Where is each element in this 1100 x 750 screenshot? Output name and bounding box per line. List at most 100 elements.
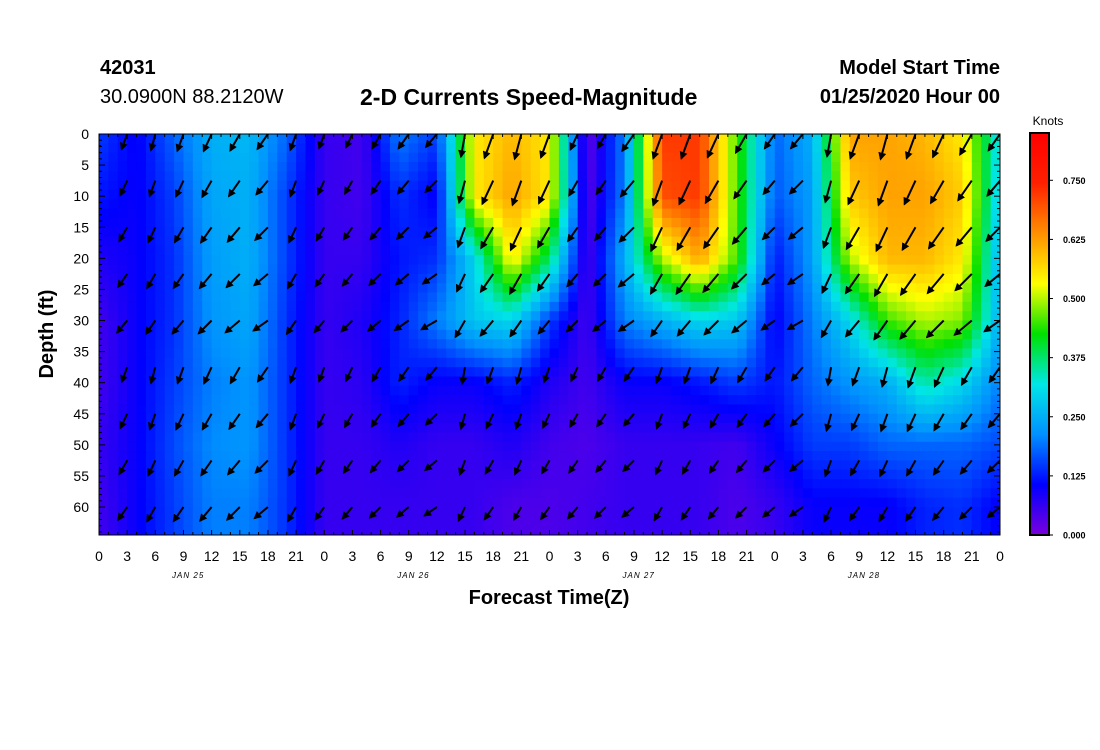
- heatmap-cell: [427, 479, 438, 489]
- heatmap-cell: [605, 217, 616, 228]
- heatmap-cell: [727, 507, 738, 517]
- heatmap-cell: [718, 413, 729, 424]
- heatmap-cell: [849, 441, 860, 452]
- heatmap-cell: [211, 357, 222, 368]
- heatmap-cell: [774, 413, 785, 424]
- heatmap-cell: [962, 385, 973, 396]
- heatmap-cell: [596, 348, 607, 359]
- heatmap-cell: [906, 357, 917, 368]
- heatmap-cell: [408, 236, 419, 247]
- heatmap-cell: [587, 255, 598, 266]
- heatmap-cell: [943, 329, 954, 340]
- heatmap-cell: [221, 404, 231, 415]
- heatmap-cell: [765, 255, 776, 266]
- heatmap-cell: [549, 525, 560, 535]
- heatmap-cell: [643, 507, 654, 517]
- heatmap-cell: [652, 180, 663, 191]
- heatmap-cell: [136, 217, 147, 228]
- heatmap-cell: [258, 152, 269, 163]
- heatmap-cell: [361, 245, 372, 256]
- heatmap-cell: [887, 199, 898, 210]
- heatmap-cell: [221, 395, 231, 406]
- heatmap-cell: [455, 143, 466, 154]
- heatmap-cell: [652, 273, 663, 284]
- heatmap-cell: [652, 432, 663, 443]
- heatmap-cell: [934, 292, 945, 303]
- heatmap-cell: [502, 479, 513, 489]
- heatmap-cell: [746, 395, 757, 406]
- heatmap-cell: [277, 460, 288, 471]
- current-vector: [424, 179, 438, 194]
- heatmap-cell: [427, 488, 438, 499]
- heatmap-cell: [493, 367, 504, 378]
- current-vector: [568, 180, 579, 197]
- heatmap-cell: [793, 264, 804, 275]
- heatmap-cell: [174, 404, 185, 415]
- heatmap-cell: [859, 283, 870, 294]
- heatmap-cell: [202, 217, 213, 228]
- heatmap-cell: [127, 413, 138, 424]
- current-vector: [393, 319, 410, 332]
- heatmap-cell: [643, 357, 654, 368]
- heatmap-cell: [305, 432, 316, 443]
- heatmap-cell: [840, 152, 851, 163]
- heatmap-cell: [774, 134, 785, 144]
- heatmap-cell: [352, 329, 363, 340]
- heatmap-cell: [680, 441, 691, 452]
- colorbar-tick-label: 0.375: [1063, 353, 1086, 363]
- heatmap-cell: [465, 516, 476, 527]
- heatmap-cell: [633, 171, 644, 182]
- heatmap-cell: [934, 208, 945, 219]
- heatmap-cell: [587, 301, 598, 312]
- x-date-label: JAN 25: [171, 571, 204, 580]
- heatmap-cell: [314, 339, 325, 350]
- heatmap-cell: [183, 348, 194, 359]
- heatmap-cell: [249, 348, 260, 359]
- heatmap-cell: [877, 301, 888, 312]
- heatmap-cell: [530, 348, 541, 359]
- heatmap-cell: [117, 227, 128, 238]
- heatmap-cell: [709, 413, 720, 424]
- heatmap-cell: [877, 497, 888, 508]
- heatmap-cell: [953, 217, 964, 228]
- heatmap-cell: [896, 199, 907, 210]
- heatmap-cell: [324, 189, 335, 200]
- current-vector: [171, 319, 185, 335]
- heatmap-cell: [577, 189, 588, 200]
- heatmap-cell: [314, 180, 325, 191]
- heatmap-cell: [502, 348, 513, 359]
- heatmap-cell: [887, 180, 898, 191]
- heatmap-cell: [465, 376, 476, 387]
- heatmap-cell: [192, 199, 203, 210]
- heatmap-cell: [324, 460, 335, 471]
- heatmap-cell: [727, 171, 738, 182]
- heatmap-cell: [352, 292, 363, 303]
- heatmap-cell: [671, 357, 682, 368]
- heatmap-cell: [380, 525, 391, 535]
- current-vector: [514, 413, 523, 431]
- heatmap-cell: [690, 423, 701, 434]
- current-vector: [458, 413, 467, 431]
- heatmap-cell: [511, 245, 522, 256]
- heatmap-cell: [699, 292, 710, 303]
- heatmap-cell: [568, 404, 579, 415]
- heatmap-cell: [746, 441, 757, 452]
- heatmap-cell: [633, 488, 644, 499]
- heatmap-cell: [258, 507, 269, 517]
- heatmap-cell: [624, 143, 635, 154]
- heatmap-cell: [680, 189, 691, 200]
- heatmap-cell: [455, 497, 466, 508]
- heatmap-cell: [924, 134, 935, 144]
- current-vector: [787, 226, 804, 240]
- heatmap-cell: [981, 395, 992, 406]
- heatmap-cell: [427, 236, 438, 247]
- heatmap-cell: [774, 516, 785, 527]
- heatmap-cell: [784, 385, 795, 396]
- heatmap-cell: [924, 469, 935, 480]
- heatmap-cell: [446, 469, 457, 480]
- heatmap-cell: [887, 311, 898, 322]
- heatmap-cell: [915, 208, 926, 219]
- current-vector: [313, 319, 326, 334]
- heatmap-cell: [502, 134, 513, 144]
- heatmap-cell: [408, 348, 419, 359]
